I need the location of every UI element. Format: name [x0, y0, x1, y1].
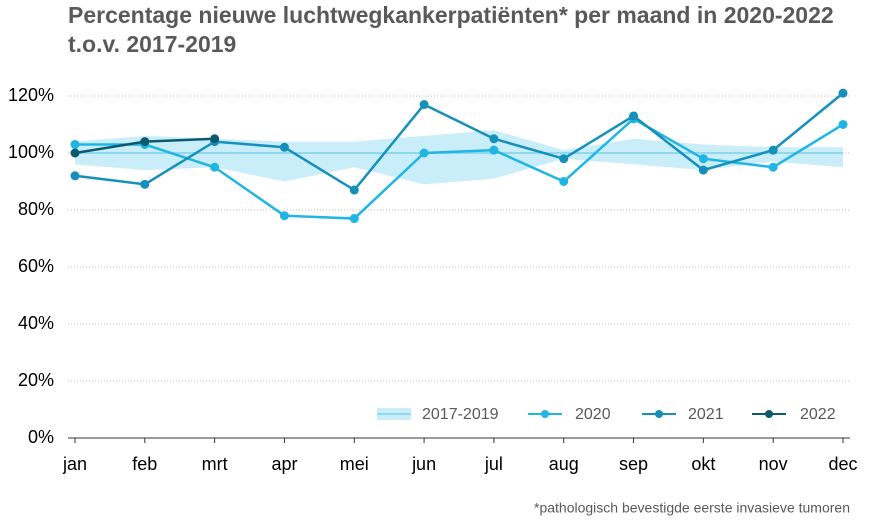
- series-line: [74, 92, 844, 192]
- y-tick-label: 120%: [8, 85, 54, 105]
- data-point: [140, 179, 150, 189]
- y-tick-label: 0%: [28, 427, 54, 447]
- x-tick-label: mrt: [202, 454, 228, 474]
- data-point: [838, 88, 848, 98]
- x-tick-label: apr: [271, 454, 297, 474]
- legend-swatch: [655, 410, 663, 418]
- data-point: [210, 134, 220, 144]
- data-point: [698, 165, 708, 175]
- x-tick-label: feb: [132, 454, 157, 474]
- y-tick-label: 60%: [18, 256, 54, 276]
- x-tick-label: jan: [62, 454, 87, 474]
- data-point: [419, 100, 429, 110]
- data-point: [279, 211, 289, 221]
- data-point: [768, 145, 778, 155]
- legend-label: 2017-2019: [422, 406, 499, 423]
- data-point: [559, 177, 569, 186]
- data-point: [70, 148, 80, 158]
- x-tick-label: dec: [828, 454, 857, 474]
- data-point: [489, 134, 499, 144]
- data-point: [559, 154, 569, 164]
- data-point: [70, 171, 80, 181]
- data-point: [279, 142, 289, 152]
- legend-label: 2022: [800, 406, 836, 423]
- series-line: [75, 117, 844, 220]
- x-tick-label: nov: [759, 454, 788, 474]
- x-tick-label: jun: [411, 454, 436, 474]
- data-point: [349, 185, 359, 195]
- data-point: [629, 111, 639, 121]
- y-tick-label: 80%: [18, 199, 54, 219]
- x-tick-label: sep: [619, 454, 648, 474]
- y-tick-label: 20%: [18, 370, 54, 390]
- data-point: [489, 145, 499, 155]
- data-point: [698, 154, 708, 164]
- data-point: [419, 148, 429, 158]
- data-point: [70, 139, 80, 149]
- range-band: [75, 130, 843, 185]
- footnote: *pathologisch bevestigde eerste invasiev…: [534, 500, 850, 516]
- legend-swatch: [541, 410, 549, 418]
- x-tick-label: okt: [691, 454, 715, 474]
- data-point: [210, 162, 220, 172]
- y-tick-label: 100%: [8, 142, 54, 162]
- x-tick-label: mei: [340, 454, 369, 474]
- chart-title: t.o.v. 2017-2019: [68, 31, 236, 57]
- legend-swatch: [765, 410, 773, 418]
- data-point: [768, 162, 778, 172]
- x-tick-label: jul: [484, 454, 503, 474]
- y-tick-label: 40%: [18, 313, 54, 333]
- data-point: [349, 214, 359, 224]
- legend-label: 2021: [688, 406, 724, 423]
- x-tick-label: aug: [549, 454, 579, 474]
- data-point: [838, 120, 848, 129]
- legend-label: 2020: [575, 406, 611, 423]
- data-point: [140, 137, 150, 147]
- chart-title: Percentage nieuwe luchtwegkankerpatiënte…: [68, 2, 834, 28]
